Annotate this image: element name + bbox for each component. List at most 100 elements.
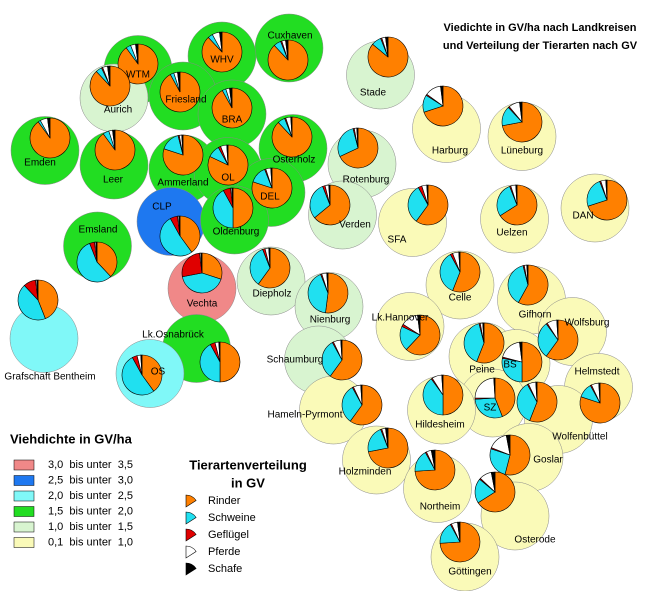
district-label: Stade — [360, 88, 387, 99]
pie-slice — [417, 314, 421, 336]
legend-label: Pferde — [208, 546, 240, 558]
pie-slice — [329, 339, 363, 381]
district-label: OL — [221, 173, 235, 184]
district-label: Verden — [339, 220, 371, 231]
legend-label: 1,0 bis unter 1,5 — [48, 521, 133, 533]
pie-slice — [521, 341, 543, 383]
district-label: Helmstedt — [574, 367, 619, 378]
district-label: Cuxhaven — [267, 31, 312, 42]
pie-slice — [135, 43, 139, 65]
pie-slice — [232, 187, 254, 229]
pie-slice — [360, 384, 363, 406]
pie-slice — [556, 319, 559, 341]
district-label: Holzminden — [339, 467, 392, 478]
pie-slice — [385, 36, 389, 58]
district-label: Göttingen — [448, 567, 491, 578]
pie-slice — [182, 272, 222, 294]
pie-slice — [519, 341, 523, 363]
pie-slice — [141, 354, 163, 392]
pie-slice — [178, 215, 181, 237]
pie-slice — [537, 323, 559, 357]
pie-slice — [430, 449, 436, 471]
pie-slice — [107, 65, 111, 87]
legend-label: Schafe — [208, 563, 242, 575]
pie-slice — [499, 184, 538, 226]
pie-slice — [37, 279, 59, 319]
pie-slice — [545, 319, 579, 361]
district-label: Uelzen — [496, 228, 527, 239]
pie-slice — [95, 241, 98, 263]
district-label: Emsland — [79, 225, 118, 236]
legend-icon — [185, 562, 197, 576]
district-label: Schaumburg — [267, 355, 324, 366]
pie-slice — [457, 521, 461, 543]
district-label: SZ — [484, 403, 497, 414]
district-label: Grafschaft Bentheim — [4, 372, 95, 383]
pie-slice — [340, 339, 343, 361]
pies — [17, 31, 628, 563]
legend-label: 0,1 bis unter 1,0 — [48, 536, 133, 548]
pie-slice — [440, 85, 444, 107]
pie-slice — [587, 179, 628, 221]
district-label: Aurich — [104, 105, 132, 116]
pie-slice — [463, 323, 485, 362]
legend-icon — [185, 511, 197, 525]
pie-slice — [441, 374, 444, 396]
pie-slice — [328, 184, 331, 206]
pie-slice — [325, 272, 349, 314]
legend-label: 1,5 bis unter 2,0 — [48, 505, 133, 517]
pie-slice — [598, 382, 601, 404]
pie-slice — [442, 374, 464, 416]
legend-label: Rinder — [208, 495, 241, 507]
legend-label: Schweine — [208, 512, 256, 524]
pie-slice — [474, 377, 496, 399]
pie-slice — [326, 272, 329, 294]
district-label: Goslar — [533, 455, 563, 466]
legend-label: 2,0 bis unter 2,5 — [48, 490, 133, 502]
district-label: Rotenburg — [343, 175, 390, 186]
legend-label: 3,0 bis unter 3,5 — [48, 459, 133, 471]
pie-slice — [452, 251, 481, 293]
district-label: Oldenburg — [213, 227, 260, 238]
legend-swatch — [13, 537, 35, 548]
legend-title: Tierartenverteilung — [189, 457, 307, 472]
pie-slice — [405, 314, 441, 356]
pie-slice — [285, 39, 289, 61]
pie-slice — [218, 341, 221, 363]
pie-slice — [201, 252, 223, 280]
district-label: Harburg — [432, 146, 468, 157]
pie-slice — [494, 377, 516, 417]
legend-icon — [185, 545, 197, 559]
pie-slice — [159, 218, 193, 257]
pie-slice — [231, 187, 234, 209]
pie-slice — [504, 434, 531, 476]
district-label: Wolfenbüttel — [552, 432, 607, 443]
pie-slice — [226, 144, 229, 166]
pie-slice — [414, 449, 456, 491]
district-label: DAN — [572, 211, 593, 222]
pie-slice — [47, 117, 51, 139]
district-label: Lüneburg — [501, 146, 543, 157]
district-label: Hildesheim — [415, 420, 464, 431]
legend-label: 2,5 bis unter 3,0 — [48, 474, 133, 486]
pie-slice — [505, 434, 511, 456]
legend-swatch — [13, 490, 35, 502]
pie-slice — [415, 184, 449, 226]
pie-slice — [496, 186, 518, 217]
pie-slice — [349, 384, 383, 426]
legend-swatch — [13, 459, 35, 471]
pie-slice — [76, 243, 112, 283]
legend-title: Viehdichte in GV/ha — [10, 431, 133, 446]
district-label: Ammerland — [157, 178, 208, 189]
pie-slice — [501, 357, 523, 383]
district-label: Emden — [24, 158, 56, 169]
district-label: Osterholz — [273, 155, 316, 166]
pie-slice — [490, 471, 496, 493]
pie-slice — [515, 184, 518, 206]
pie-slice — [179, 215, 201, 253]
legend: 3,0 bis unter 3,5 2,5 bis unter 3,0 2,0 bi… — [13, 459, 256, 576]
district-label: BRA — [222, 115, 243, 126]
district-label: DEL — [260, 192, 280, 203]
district-label: Wolfsburg — [565, 318, 610, 329]
